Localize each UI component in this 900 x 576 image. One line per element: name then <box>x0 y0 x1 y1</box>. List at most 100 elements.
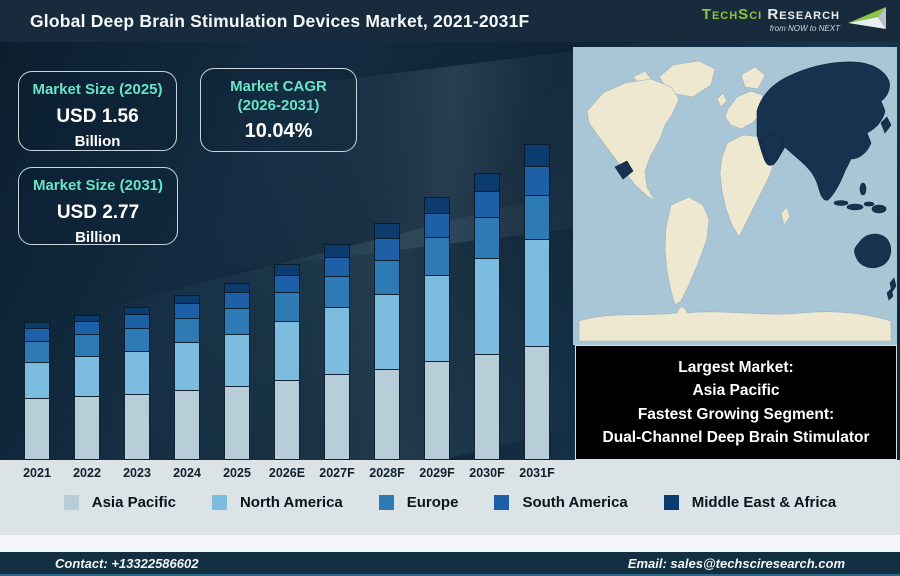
bar-segment-2025-south-america <box>224 292 250 308</box>
fastest-segment-value: Dual-Channel Deep Brain Stimulator <box>602 428 870 446</box>
bar-segment-2030f-middle-east-africa <box>474 173 500 191</box>
market-size-2031-unit: Billion <box>75 228 121 246</box>
bar-segment-2022-north-america <box>74 356 100 396</box>
bar-segment-2025-north-america <box>224 334 250 386</box>
techsci-research-logo: TechSci Research from NOW to NEXT <box>702 4 890 34</box>
market-size-2025-unit: Billion <box>74 132 121 150</box>
bar-segment-2023-south-america <box>124 314 150 328</box>
market-cagr-label: Market CAGR (2026-2031) <box>230 78 327 114</box>
largest-market-value: Asia Pacific <box>692 382 780 400</box>
axis-label-2023: 2023 <box>123 466 151 480</box>
bar-segment-2026e-europe <box>274 292 300 321</box>
bar-segment-2028f-north-america <box>374 294 400 369</box>
bar-segment-2025-asia-pacific <box>224 386 250 460</box>
bar-segment-2025-europe <box>224 308 250 334</box>
bar-segment-2022-south-america <box>74 321 100 334</box>
bar-2028f <box>362 223 412 460</box>
axis-label-2021: 2021 <box>23 466 51 480</box>
bar-segment-2021-south-america <box>24 328 50 341</box>
largest-market-label: Largest Market: <box>678 359 794 376</box>
bar-segment-2029f-europe <box>424 237 450 275</box>
contact-email: Email: sales@techsciresearch.com <box>627 555 845 571</box>
bar-segment-2023-north-america <box>124 351 150 394</box>
legend-label-asia-pacific: Asia Pacific <box>91 494 176 511</box>
bar-2027f <box>312 244 362 460</box>
axis-label-2025: 2025 <box>223 466 251 480</box>
legend-label-south-america: South America <box>522 494 628 511</box>
market-size-2025-value: USD 1.56 <box>56 105 139 127</box>
bar-segment-2022-europe <box>74 334 100 356</box>
stacked-bar-chart <box>0 42 573 460</box>
legend-swatch-north-america <box>211 495 227 510</box>
bar-segment-2031f-middle-east-africa <box>524 144 550 166</box>
bar-segment-2028f-asia-pacific <box>374 369 400 460</box>
market-size-2031-label: Market Size (2031) <box>32 177 164 194</box>
bar-2021 <box>12 322 62 460</box>
market-size-2025-label: Market Size (2025) <box>32 81 163 98</box>
legend-item-south-america: South America <box>494 494 628 511</box>
legend-swatch-asia-pacific <box>63 495 79 510</box>
bar-segment-2025-middle-east-africa <box>224 283 250 292</box>
divider-strip <box>0 535 900 552</box>
market-size-2031-value: USD 2.77 <box>56 201 140 223</box>
bar-segment-2028f-europe <box>374 260 400 294</box>
x-axis-labels: 2021 2022 2023 2024 2025 2026E 2027F 2028F 2029F… <box>0 460 573 486</box>
bar-segment-2027f-europe <box>324 276 350 307</box>
bar-segment-2027f-north-america <box>324 307 350 374</box>
bar-2026e <box>262 264 312 460</box>
bar-2030f <box>462 173 512 460</box>
bar-segment-2030f-south-america <box>474 191 500 217</box>
axis-label-2026e: 2026E <box>268 466 306 480</box>
bar-2024 <box>162 295 212 460</box>
header-bar: Global Deep Brain Stimulation Devices Ma… <box>0 0 900 42</box>
bar-segment-2022-asia-pacific <box>74 396 100 460</box>
axis-label-2028f: 2028F <box>369 466 405 480</box>
bar-segment-2026e-south-america <box>274 275 300 292</box>
logo-brand-text: TechSci Research <box>701 5 840 23</box>
bar-segment-2031f-north-america <box>524 239 550 346</box>
bar-2023 <box>112 307 162 460</box>
axis-label-2031f: 2031F <box>519 466 555 480</box>
bar-segment-2027f-asia-pacific <box>324 374 350 460</box>
chart-legend: Asia Pacific North America Europe South Ame… <box>0 494 900 511</box>
bar-segment-2024-europe <box>174 318 200 342</box>
axis-label-2022: 2022 <box>73 466 101 480</box>
bar-segment-2028f-south-america <box>374 238 400 260</box>
axis-and-legend-strip: 2021 2022 2023 2024 2025 2026E 2027F 2028F 2029F… <box>0 460 900 535</box>
bar-segment-2029f-middle-east-africa <box>424 197 450 213</box>
legend-swatch-south-america <box>494 495 510 510</box>
bar-segment-2024-south-america <box>174 303 200 318</box>
legend-swatch-middle-east-africa <box>663 495 679 510</box>
legend-swatch-europe <box>378 495 394 510</box>
bar-segment-2023-europe <box>124 328 150 351</box>
bar-2029f <box>412 197 462 460</box>
bar-segment-2024-north-america <box>174 342 200 390</box>
legend-label-europe: Europe <box>406 494 459 511</box>
world-map <box>573 47 897 345</box>
bar-segment-2023-middle-east-africa <box>124 307 150 314</box>
bar-segment-2021-europe <box>24 341 50 362</box>
chart-region: Market Size (2025) USD 1.56 Billion Mark… <box>0 42 900 460</box>
bar-segment-2031f-europe <box>524 195 550 239</box>
legend-item-middle-east-africa: Middle East & Africa <box>663 494 836 511</box>
bar-segment-2021-middle-east-africa <box>24 322 50 328</box>
bar-segment-2029f-north-america <box>424 275 450 361</box>
bar-2025 <box>212 283 262 460</box>
bar-2031f <box>512 144 562 460</box>
bar-segment-2028f-middle-east-africa <box>374 223 400 238</box>
fastest-segment-label: Fastest Growing Segment: <box>637 405 835 423</box>
bar-segment-2030f-north-america <box>474 258 500 354</box>
bar-segment-2031f-asia-pacific <box>524 346 550 460</box>
bar-segment-2022-middle-east-africa <box>74 315 100 321</box>
market-size-2031-box: Market Size (2031) USD 2.77 Billion <box>18 167 178 246</box>
footer-bar: Contact: +13322586602 Email: sales@techs… <box>0 552 900 576</box>
axis-label-2027f: 2027F <box>319 466 355 480</box>
bar-segment-2026e-asia-pacific <box>274 380 300 460</box>
contact-phone: Contact: +13322586602 <box>55 555 199 571</box>
page-title: Global Deep Brain Stimulation Devices Ma… <box>30 11 530 31</box>
logo-arrow-icon <box>848 7 886 29</box>
bar-segment-2029f-south-america <box>424 213 450 237</box>
axis-label-2029f: 2029F <box>419 466 455 480</box>
bar-segment-2026e-north-america <box>274 321 300 380</box>
